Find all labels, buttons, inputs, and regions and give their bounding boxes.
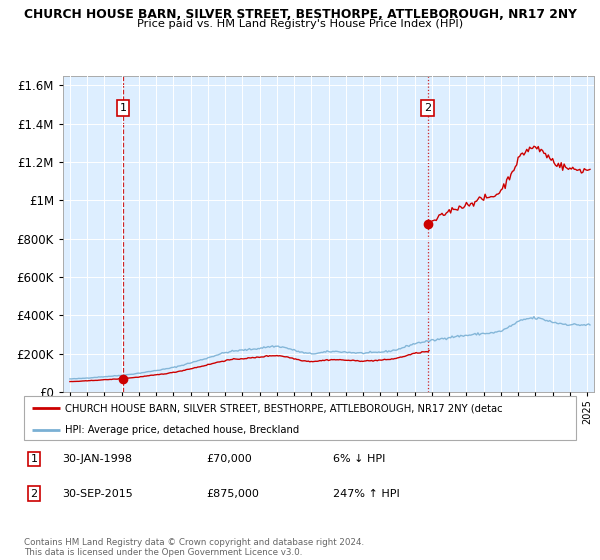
Text: Price paid vs. HM Land Registry's House Price Index (HPI): Price paid vs. HM Land Registry's House …: [137, 19, 463, 29]
Text: 2: 2: [424, 103, 431, 113]
Text: 1: 1: [31, 454, 37, 464]
Text: 247% ↑ HPI: 247% ↑ HPI: [333, 489, 400, 499]
Text: 1: 1: [119, 103, 127, 113]
Text: 30-SEP-2015: 30-SEP-2015: [62, 489, 133, 499]
Text: 30-JAN-1998: 30-JAN-1998: [62, 454, 133, 464]
Text: £875,000: £875,000: [206, 489, 259, 499]
Text: Contains HM Land Registry data © Crown copyright and database right 2024.
This d: Contains HM Land Registry data © Crown c…: [24, 538, 364, 557]
Text: HPI: Average price, detached house, Breckland: HPI: Average price, detached house, Brec…: [65, 425, 299, 435]
Text: CHURCH HOUSE BARN, SILVER STREET, BESTHORPE, ATTLEBOROUGH, NR17 2NY: CHURCH HOUSE BARN, SILVER STREET, BESTHO…: [23, 8, 577, 21]
Text: 2: 2: [31, 489, 37, 499]
Text: £70,000: £70,000: [206, 454, 252, 464]
FancyBboxPatch shape: [24, 396, 576, 440]
Text: 6% ↓ HPI: 6% ↓ HPI: [333, 454, 385, 464]
Text: CHURCH HOUSE BARN, SILVER STREET, BESTHORPE, ATTLEBOROUGH, NR17 2NY (detac: CHURCH HOUSE BARN, SILVER STREET, BESTHO…: [65, 403, 503, 413]
